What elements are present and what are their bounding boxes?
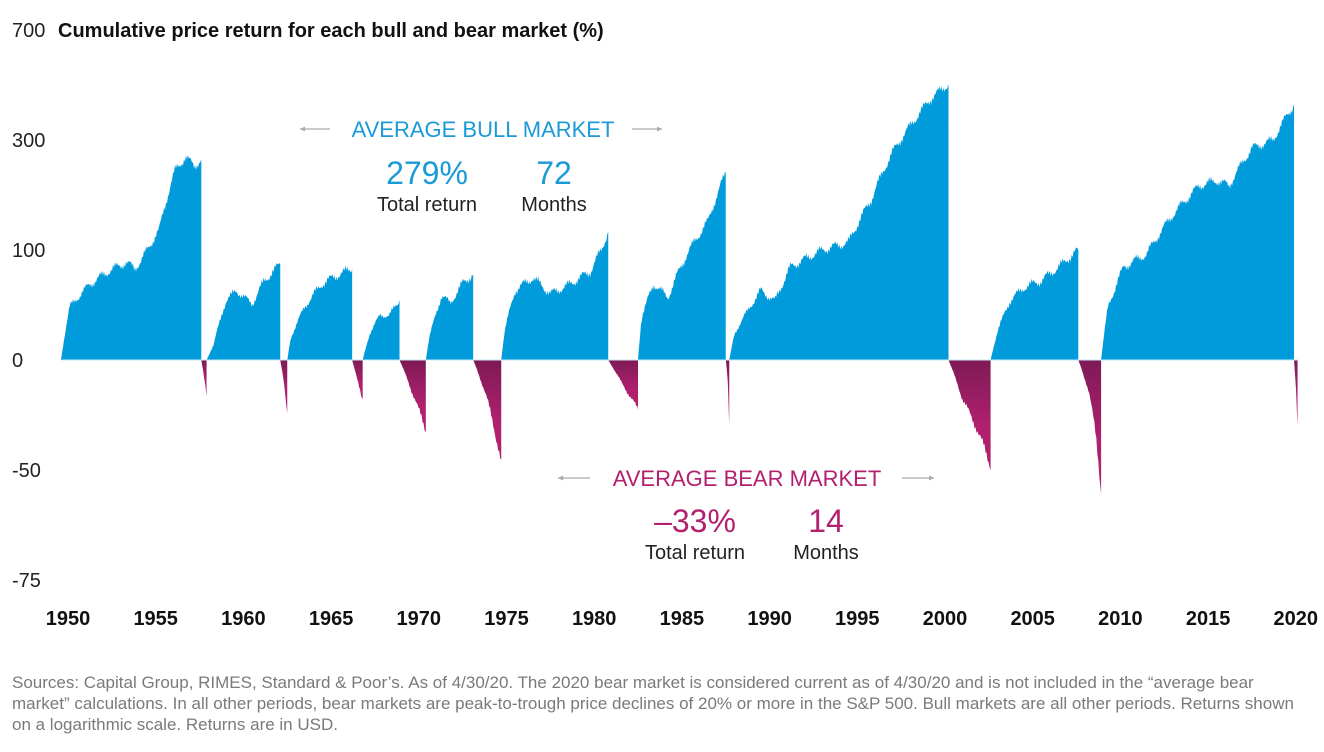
bull-market-area: [287, 265, 353, 360]
bear-market-area: [725, 360, 730, 426]
x-tick-label: 1965: [309, 608, 354, 630]
x-tick-label: 1960: [221, 608, 266, 630]
bull-label: AVERAGE BULL MARKET: [352, 117, 615, 142]
bull-return-value: 279%: [386, 155, 468, 191]
bear-months-label: Months: [793, 542, 859, 564]
x-tick-label: 1980: [572, 608, 617, 630]
bear-label: AVERAGE BEAR MARKET: [613, 466, 882, 491]
bull-market-area: [362, 299, 400, 360]
bear-return-value: –33%: [654, 503, 736, 539]
bear-return-label: Total return: [645, 542, 745, 564]
x-tick-label: 1995: [835, 608, 880, 630]
bull-months-value: 72: [536, 155, 572, 191]
x-tick-label: 1985: [660, 608, 705, 630]
y-tick-label: 300: [12, 130, 45, 152]
bear-market-area: [948, 360, 991, 471]
bear-market-area: [280, 360, 288, 414]
bear-market-area: [1078, 360, 1102, 494]
bull-market-area: [206, 263, 281, 360]
bull-market-area: [501, 232, 609, 360]
x-tick-label: 2015: [1186, 608, 1231, 630]
bull-months-label: Months: [521, 194, 587, 216]
bull-market-area: [638, 171, 726, 360]
x-tick-label: 1975: [484, 608, 529, 630]
x-tick-label: 1990: [747, 608, 792, 630]
bear-market-area: [201, 360, 207, 396]
bear-market-area: [399, 360, 426, 433]
chart-title: Cumulative price return for each bull an…: [58, 20, 604, 42]
bear-market-area: [352, 360, 363, 400]
y-tick-label: 100: [12, 240, 45, 262]
bear-market-area: [473, 360, 502, 464]
x-tick-label: 2020: [1274, 608, 1319, 630]
x-tick-label: 1950: [46, 608, 91, 630]
bull-return-label: Total return: [377, 194, 477, 216]
y-tick-label: 700: [12, 20, 45, 42]
bear-months-value: 14: [808, 503, 844, 539]
y-tick-label: -75: [12, 570, 41, 592]
bull-market-area: [60, 155, 202, 360]
bull-market-area: [1101, 104, 1295, 360]
y-tick-label: -50: [12, 460, 41, 482]
x-tick-label: 2000: [923, 608, 968, 630]
bear-market-area: [1294, 360, 1298, 426]
bull-market-area: [425, 273, 474, 360]
bull-market-area: [990, 247, 1079, 360]
bear-market-area: [608, 360, 639, 410]
x-tick-label: 1970: [397, 608, 442, 630]
bull-market-area: [729, 83, 949, 361]
x-tick-label: 2010: [1098, 608, 1143, 630]
y-tick-label: 0: [12, 350, 23, 372]
bear-annotation: AVERAGE BEAR MARKET –33% Total return 14…: [558, 466, 934, 564]
footer-sources-note: Sources: Capital Group, RIMES, Standard …: [12, 673, 1294, 734]
x-tick-label: 2005: [1010, 608, 1055, 630]
bull-annotation: AVERAGE BULL MARKET 279% Total return 72…: [300, 117, 662, 216]
x-tick-label: 1955: [133, 608, 178, 630]
